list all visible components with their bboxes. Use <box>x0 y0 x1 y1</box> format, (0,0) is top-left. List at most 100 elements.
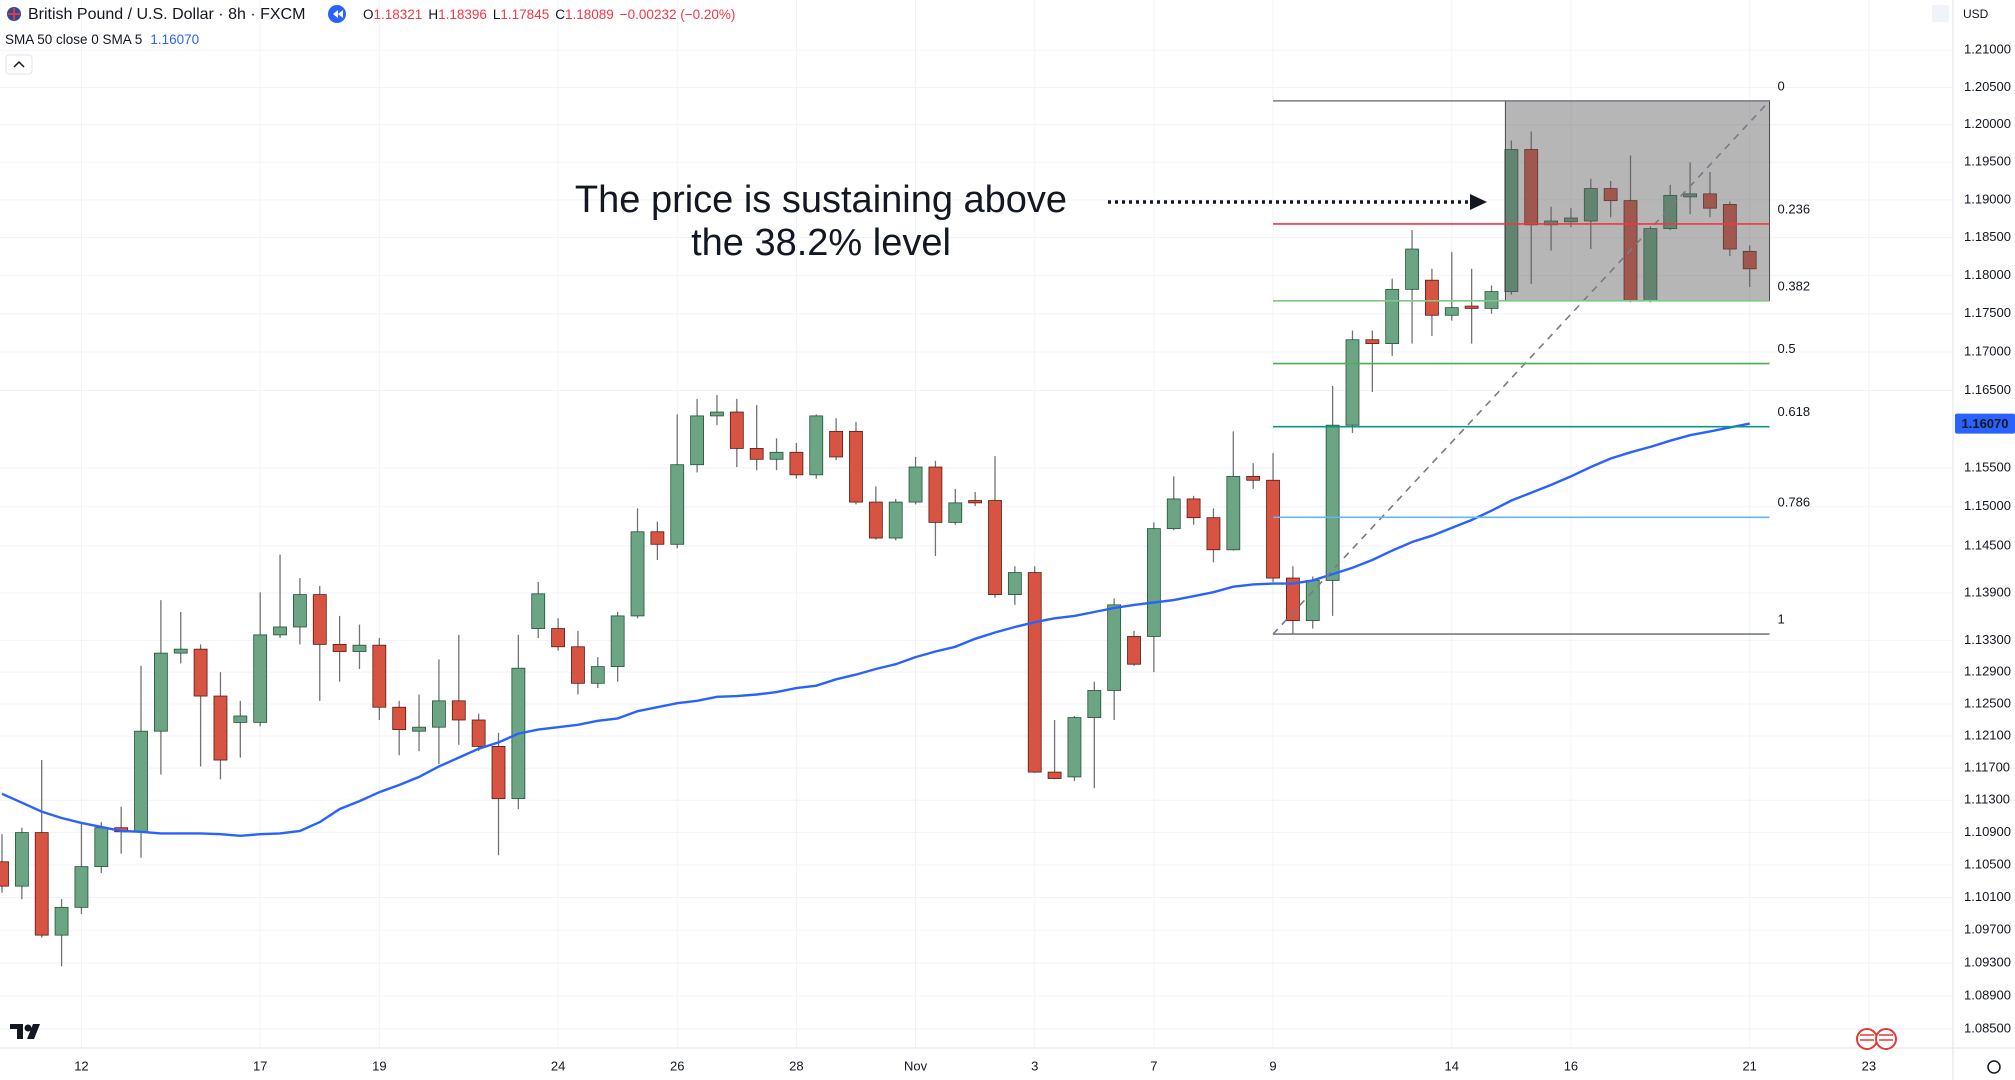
ohlc-value: 1.18321 <box>374 7 423 22</box>
y-tick-label: 1.18500 <box>1964 229 2011 244</box>
market-flag <box>1856 1028 1878 1050</box>
logo <box>27 1024 40 1039</box>
candle-body <box>1583 188 1598 222</box>
candle-body <box>551 628 565 648</box>
y-tick-label: 1.20500 <box>1964 79 2011 94</box>
candle-body <box>392 706 407 730</box>
y-tick-label: 1.21000 <box>1964 42 2011 57</box>
candle-body <box>1087 690 1102 718</box>
fib-level-label: 0.382 <box>1778 278 1811 293</box>
ohlc-key: O <box>363 7 374 22</box>
candle-body <box>1683 193 1697 198</box>
y-tick-label: 1.16500 <box>1964 382 2011 397</box>
candle-body <box>1722 204 1737 250</box>
x-tick-label: 14 <box>1445 1058 1459 1073</box>
candle-body <box>1047 771 1062 779</box>
fib-level-label: 0.5 <box>1778 341 1796 356</box>
candle-body <box>253 634 268 723</box>
candle-body <box>908 466 923 503</box>
candle-body <box>491 746 506 800</box>
ohlc-value: 1.18396 <box>438 7 487 22</box>
candle-body <box>1603 188 1618 202</box>
logo <box>10 1024 23 1039</box>
candle-body <box>710 411 724 417</box>
y-tick-label: 1.09300 <box>1964 954 2011 969</box>
price-tag <box>1955 413 2015 434</box>
candle-body <box>54 906 69 936</box>
candle-body <box>1385 288 1400 344</box>
candle-body <box>1742 250 1757 270</box>
indicator-legend: SMA 50 close 0 SMA 5 1.16070 <box>5 32 199 47</box>
candle-body <box>193 648 208 697</box>
candle-body <box>590 666 605 684</box>
y-tick-label: 1.15000 <box>1964 498 2011 513</box>
candle-body <box>1127 636 1141 665</box>
y-tick-label: 1.09700 <box>1964 922 2011 937</box>
candle-body <box>1286 577 1300 622</box>
candle-body <box>292 594 307 628</box>
settings-toggle[interactable] <box>1932 5 1949 22</box>
y-tick-label: 1.14500 <box>1964 537 2011 552</box>
y-tick-label: 1.13900 <box>1964 584 2011 599</box>
candle-body <box>968 500 983 504</box>
candle-body <box>451 700 466 721</box>
indicator-name: SMA 50 close 0 SMA 5 <box>5 32 142 47</box>
candle-body <box>1464 305 1479 309</box>
axes: 1.21000 1.20500 1.20000 1.19500 1.19000 1.185… <box>74 42 2011 1074</box>
candle-body <box>888 501 903 539</box>
y-tick-label: 1.17500 <box>1964 305 2011 320</box>
x-tick-label: 12 <box>74 1058 88 1073</box>
candle-body <box>34 832 49 936</box>
candle-body <box>134 730 148 833</box>
ohlc-key: L <box>493 7 501 22</box>
candle-body <box>273 626 287 636</box>
x-tick-label: 26 <box>670 1058 684 1073</box>
flag-stripes <box>1860 1034 1893 1041</box>
candle-body <box>213 695 228 761</box>
candle-body <box>1166 498 1181 530</box>
candle-body <box>1405 248 1419 290</box>
y-tick-label: 1.18000 <box>1964 267 2011 282</box>
candle-body <box>173 648 188 654</box>
candle-body <box>1007 572 1022 595</box>
candle-body <box>312 594 327 645</box>
fib-level-label: 0.786 <box>1778 495 1811 510</box>
candle-body <box>412 726 426 732</box>
price-tag-label: 1.16070 <box>1962 416 2009 431</box>
candle-body <box>1524 149 1539 226</box>
candle-body <box>1425 279 1439 316</box>
candle-body <box>988 500 1002 595</box>
x-tick-label: 21 <box>1742 1058 1756 1073</box>
x-tick-label: 17 <box>253 1058 267 1073</box>
candle-body <box>153 652 168 732</box>
candle-body <box>74 866 89 908</box>
candle-body <box>1544 220 1558 226</box>
candle-body <box>829 430 844 458</box>
x-tick-label: 3 <box>1031 1058 1038 1073</box>
candle-body <box>233 715 248 723</box>
replay-icon <box>333 10 343 18</box>
x-tick-label: 24 <box>551 1058 565 1073</box>
logo <box>24 1024 32 1032</box>
y-tick-label: 1.12100 <box>1964 727 2011 742</box>
candle-body <box>1365 339 1380 344</box>
currency-label: USD <box>1963 7 1989 21</box>
collapse-button[interactable] <box>5 54 33 75</box>
x-tick-label: 16 <box>1564 1058 1578 1073</box>
y-tick-label: 1.10500 <box>1964 856 2011 871</box>
candle-body <box>571 646 585 684</box>
candle-body <box>789 451 804 476</box>
candle-body <box>1504 149 1519 293</box>
x-tick-label: 9 <box>1269 1058 1276 1073</box>
candle-body <box>610 615 625 668</box>
y-tick-label: 1.13300 <box>1964 632 2011 647</box>
settings-gear[interactable] <box>1987 1060 2001 1074</box>
y-tick-label: 1.11700 <box>1964 760 2010 775</box>
candle-body <box>729 411 744 449</box>
candle-body <box>1027 572 1042 773</box>
y-tick-label: 1.20000 <box>1964 116 2011 131</box>
annotation-arrowhead <box>1470 194 1487 210</box>
